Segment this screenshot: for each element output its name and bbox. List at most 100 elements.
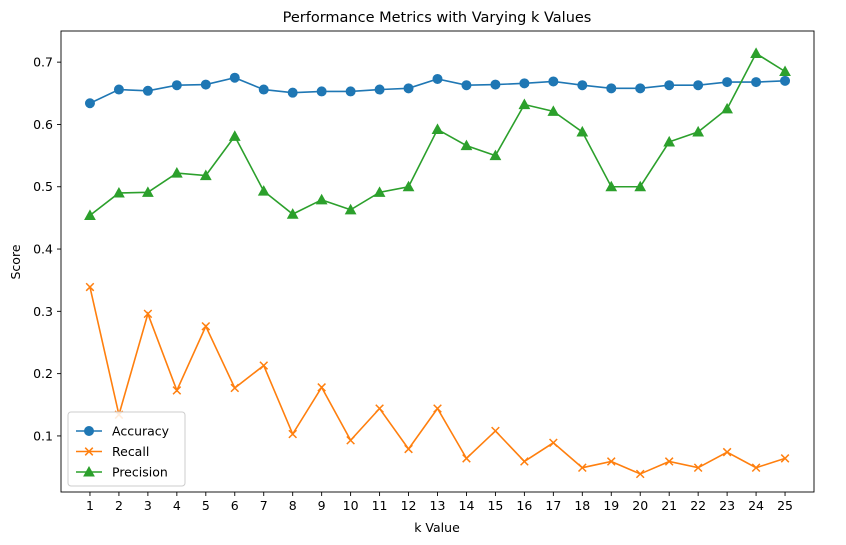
y-tick-label: 0.6 xyxy=(33,117,53,132)
accuracy-point xyxy=(577,80,588,91)
accuracy-point xyxy=(171,80,182,91)
recall-point xyxy=(85,282,95,292)
y-tick-label: 0.4 xyxy=(33,242,53,257)
recall-point xyxy=(201,321,211,331)
precision-point xyxy=(518,98,531,110)
y-tick-label: 0.1 xyxy=(33,428,53,443)
accuracy-point xyxy=(432,73,443,84)
precision-point xyxy=(721,102,733,114)
recall-point xyxy=(606,457,616,466)
x-tick-label: 13 xyxy=(430,498,446,513)
recall-series-line xyxy=(89,286,786,475)
precision-point xyxy=(257,185,270,196)
legend-precision-marker xyxy=(83,465,95,477)
accuracy-point xyxy=(751,77,762,88)
x-tick-label: 2 xyxy=(115,498,123,513)
x-tick-label: 22 xyxy=(690,498,706,513)
recall-point xyxy=(462,454,471,463)
precision-point xyxy=(286,208,299,219)
recall-point xyxy=(288,429,298,439)
recall-point xyxy=(520,457,529,466)
x-tick-label: 19 xyxy=(603,498,619,513)
recall-point xyxy=(722,447,732,457)
x-tick-label: 18 xyxy=(574,498,590,513)
legend-accuracy-label: Accuracy xyxy=(112,424,170,439)
precision-point xyxy=(547,105,560,116)
x-tick-label: 11 xyxy=(372,498,388,513)
accuracy-point xyxy=(374,84,385,95)
accuracy-point xyxy=(287,87,298,98)
accuracy-point xyxy=(142,85,153,96)
recall-point xyxy=(780,454,790,463)
precision-point xyxy=(750,47,762,58)
accuracy-point xyxy=(461,80,472,91)
recall-point xyxy=(664,457,674,466)
precision-point xyxy=(228,130,241,141)
accuracy-point xyxy=(258,84,269,95)
accuracy-point xyxy=(490,79,501,90)
chart-title: Performance Metrics with Varying k Value… xyxy=(283,10,592,26)
x-tick-label: 6 xyxy=(231,498,239,513)
x-axis-label: k Value xyxy=(414,520,460,535)
y-tick-label: 0.7 xyxy=(33,55,53,70)
precision-point xyxy=(142,186,154,197)
x-tick-label: 8 xyxy=(289,498,297,513)
y-tick-label: 0.5 xyxy=(33,179,53,194)
recall-point xyxy=(143,309,153,319)
x-tick-label: 21 xyxy=(661,498,677,513)
recall-point xyxy=(577,463,587,473)
accuracy-point xyxy=(722,77,733,88)
precision-point xyxy=(489,149,502,161)
recall-point xyxy=(433,404,442,413)
recall-point xyxy=(172,386,182,395)
precision-point xyxy=(460,139,473,151)
recall-point xyxy=(491,426,500,436)
x-tick-label: 5 xyxy=(202,498,210,513)
x-tick-label: 15 xyxy=(487,498,503,513)
recall-point xyxy=(375,404,384,413)
x-tick-label: 3 xyxy=(144,498,152,513)
precision-point xyxy=(113,186,125,198)
accuracy-point xyxy=(229,72,240,83)
x-tick-label: 16 xyxy=(516,498,532,513)
legend-precision-label: Precision xyxy=(112,465,168,480)
precision-point xyxy=(402,180,415,192)
x-tick-label: 10 xyxy=(343,498,359,513)
accuracy-point xyxy=(113,84,124,95)
precision-point xyxy=(199,169,212,181)
x-tick-label: 20 xyxy=(632,498,648,513)
x-tick-label: 12 xyxy=(401,498,417,513)
recall-point xyxy=(230,383,240,393)
plot-area: 1 2 3 4 5 6 7 8 9 10 11 12 13 14 15 16 17 18 19 20 21 22 23 24 2… xyxy=(33,30,815,513)
x-tick-label: 9 xyxy=(318,498,326,513)
accuracy-point xyxy=(606,83,617,94)
recall-point xyxy=(693,463,703,473)
accuracy-point xyxy=(403,83,414,94)
y-axis-label: Score xyxy=(8,244,23,279)
accuracy-point xyxy=(519,78,530,89)
accuracy-point xyxy=(84,98,95,109)
accuracy-point xyxy=(780,75,791,86)
precision-point xyxy=(779,65,791,77)
x-tick-label: 25 xyxy=(777,498,793,513)
x-tick-label: 14 xyxy=(459,498,475,513)
accuracy-point xyxy=(316,86,327,97)
accuracy-point xyxy=(635,83,646,94)
x-tick-label: 4 xyxy=(173,498,181,513)
precision-point xyxy=(344,203,357,215)
legend-recall-marker xyxy=(84,447,94,456)
precision-point xyxy=(692,125,705,137)
x-tick-label: 24 xyxy=(748,498,764,513)
precision-point xyxy=(634,180,647,192)
accuracy-point xyxy=(693,80,704,91)
accuracy-point xyxy=(664,80,675,91)
legend: Accuracy Recall Precision xyxy=(67,411,186,487)
precision-point xyxy=(315,193,328,205)
legend-recall-label: Recall xyxy=(112,444,149,459)
accuracy-point xyxy=(345,86,356,97)
x-tick-label: 23 xyxy=(719,498,735,513)
precision-point xyxy=(576,125,589,137)
x-tick-label: 17 xyxy=(545,498,561,513)
recall-point xyxy=(346,435,355,445)
